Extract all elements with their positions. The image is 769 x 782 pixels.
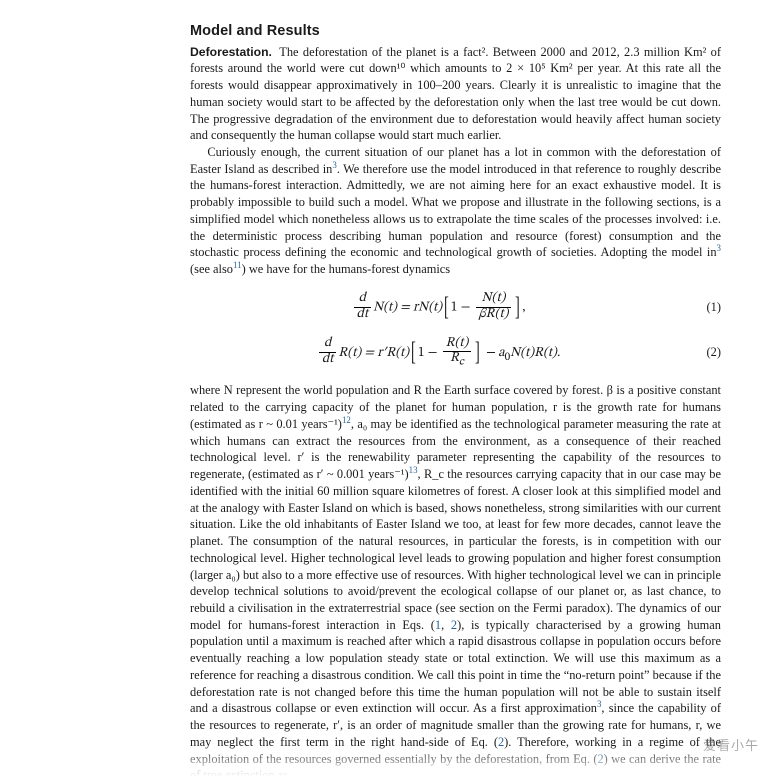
eq2-dt: dt — [319, 353, 337, 368]
eq1-d: d — [354, 292, 372, 308]
equation-1-number: (1) — [687, 299, 721, 316]
eq1-den: βR(t) — [476, 308, 512, 323]
p2b: . We therefore use the model introduced … — [190, 162, 721, 260]
section-title: Model and Results — [190, 22, 721, 42]
equation-1-body: ddtN(t) = rN(t)[1 − N(t)βR(t)], — [190, 292, 687, 323]
eq2-trail-b: N(t)R(t). — [510, 347, 560, 360]
eq2-num: R(t) — [443, 337, 472, 353]
p3c: , R_c the resources carrying capacity th… — [190, 467, 721, 632]
equation-1: ddtN(t) = rN(t)[1 − N(t)βR(t)], (1) — [190, 292, 721, 323]
eq2-trail-a: − a — [482, 347, 505, 360]
eq2-one-minus: 1 − — [418, 347, 441, 360]
para-deforestation-1: Deforestation.The deforestation of the p… — [190, 44, 721, 144]
p3sep: , — [441, 618, 451, 632]
eq2-den-R: R — [450, 352, 459, 365]
equation-2-number: (2) — [687, 344, 721, 361]
p2d: ) we have for the humans-forest dynamics — [242, 262, 451, 276]
citation-3b[interactable]: 3 — [717, 243, 721, 253]
eq2-lhs: R(t) = r′R(t) — [338, 347, 409, 360]
eq2-d: d — [319, 337, 337, 353]
eq1-one-minus: 1 − — [451, 301, 474, 314]
p1-text: The deforestation of the planet is a fac… — [190, 45, 721, 143]
equation-2: ddtR(t) = r′R(t)[1 − R(t)Rc] − a0N(t)R(t… — [190, 337, 721, 369]
para-deforestation-2: Curiously enough, the current situation … — [190, 144, 721, 278]
citation-13[interactable]: 13 — [409, 465, 418, 475]
subsection-runin: Deforestation. — [190, 45, 272, 59]
citation-11[interactable]: 11 — [233, 260, 242, 270]
para-3: where N represent the world population a… — [190, 382, 721, 782]
citation-12[interactable]: 12 — [342, 415, 351, 425]
eq2-den: Rc — [443, 352, 472, 368]
eq1-dt: dt — [354, 308, 372, 323]
eq1-lhs: N(t) = rN(t) — [373, 301, 442, 314]
eq2-den-c: c — [459, 356, 464, 368]
equation-2-body: ddtR(t) = r′R(t)[1 − R(t)Rc] − a0N(t)R(t… — [190, 337, 687, 369]
eq1-num: N(t) — [476, 292, 512, 308]
eq1-comma: , — [522, 301, 525, 314]
p2c: (see also — [190, 262, 233, 276]
